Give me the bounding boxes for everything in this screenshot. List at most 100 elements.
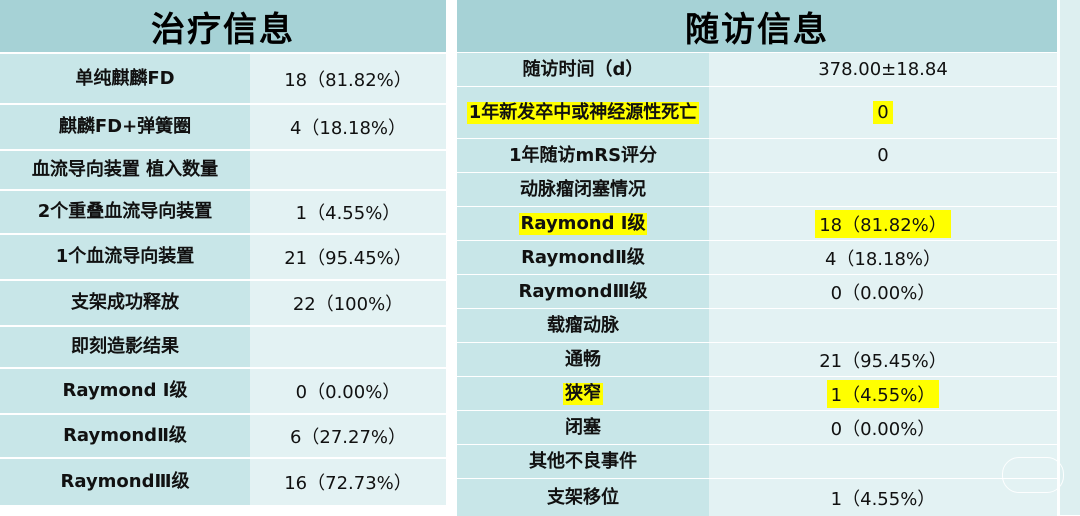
treatment-row-label: RaymondⅡ级 [0, 415, 250, 457]
treatment-row: 血流导向装置 植入数量 [0, 149, 446, 189]
followup-row: 随访时间（d） 378.00±18.84 [457, 52, 1080, 86]
followup-row: 闭塞 0（0.00%） [457, 410, 1080, 444]
followup-row-value-text: 378.00±18.84 [818, 59, 948, 80]
followup-row-value [709, 445, 1057, 478]
followup-row-label-text: RaymondⅡ级 [521, 246, 645, 268]
followup-row-label-text: Raymond Ⅰ级 [518, 212, 648, 235]
followup-row-value-text: 0 [877, 145, 889, 166]
followup-row-value: 0（0.00%） [709, 275, 1057, 308]
followup-row-label: 狭窄 [457, 377, 709, 410]
followup-row-value-text: 21（95.45%） [819, 350, 947, 372]
treatment-row: 单纯麒麟FD 18（81.82%） [0, 52, 446, 103]
followup-row-value: 0 [709, 139, 1057, 172]
treatment-row-label-text: Raymond Ⅰ级 [62, 380, 188, 401]
followup-row-label-text: 支架移位 [547, 486, 619, 508]
followup-row-label: RaymondⅢ级 [457, 275, 709, 308]
treatment-row-value-text: 1（4.55%） [295, 203, 401, 224]
followup-row-value: 1（4.55%） [709, 479, 1057, 516]
followup-row-label: 1年随访mRS评分 [457, 139, 709, 172]
treatment-row-label: 支架成功释放 [0, 281, 250, 325]
treatment-row-value: 4（18.18%） [250, 105, 446, 149]
followup-row-value-text: 1（4.55%） [826, 379, 940, 408]
treatment-row-label: 1个血流导向装置 [0, 235, 250, 279]
followup-row-value: 1（4.55%） [709, 377, 1057, 410]
treatment-row: 麒麟FD+弹簧圈 4（18.18%） [0, 103, 446, 149]
followup-row: 1年新发卒中或神经源性死亡 0 [457, 86, 1080, 138]
treatment-row-value: 0（0.00%） [250, 369, 446, 413]
followup-row-value-text: 18（81.82%） [815, 209, 951, 238]
followup-row-value: 4（18.18%） [709, 241, 1057, 274]
followup-row-value: 21（95.45%） [709, 343, 1057, 376]
followup-row-value-text: 1（4.55%） [830, 488, 936, 510]
followup-row-value-text: 0（0.00%） [830, 282, 936, 304]
followup-info-title: 随访信息 [457, 0, 1057, 52]
treatment-row-value-text: 16（72.73%） [284, 473, 412, 494]
followup-row-value [709, 309, 1057, 342]
treatment-row-value-text: 21（95.45%） [284, 248, 412, 269]
treatment-row-value-text: 18（81.82%） [284, 69, 412, 91]
followup-row-value [709, 173, 1057, 206]
followup-row: RaymondⅡ级 4（18.18%） [457, 240, 1080, 274]
treatment-info-table: 单纯麒麟FD 18（81.82%） 麒麟FD+弹簧圈 4（18.18%） 血流导向装置 … [0, 52, 446, 505]
followup-row-label: 通畅 [457, 343, 709, 376]
treatment-info-title: 治疗信息 [0, 0, 446, 52]
followup-row-label: RaymondⅡ级 [457, 241, 709, 274]
treatment-row-value: 1（4.55%） [250, 191, 446, 233]
followup-row: Raymond Ⅰ级 18（81.82%） [457, 206, 1080, 240]
followup-row-label-text: 狭窄 [563, 382, 603, 405]
followup-row-label: 其他不良事件 [457, 445, 709, 478]
treatment-row-label: 单纯麒麟FD [0, 54, 250, 103]
treatment-row-label-text: 1个血流导向装置 [55, 246, 195, 267]
treatment-row-label: 麒麟FD+弹簧圈 [0, 105, 250, 149]
followup-row-label: Raymond Ⅰ级 [457, 207, 709, 240]
followup-row-label-text: 载瘤动脉 [547, 314, 619, 336]
followup-info-table: 随访时间（d） 378.00±18.84 1年新发卒中或神经源性死亡 0 1年随访mRS… [457, 52, 1080, 516]
followup-row-label: 支架移位 [457, 479, 709, 516]
treatment-row-label: 即刻造影结果 [0, 327, 250, 367]
treatment-info-panel: 治疗信息 单纯麒麟FD 18（81.82%） 麒麟FD+弹簧圈 4（18.18%） 血流… [0, 0, 446, 515]
followup-row-label: 动脉瘤闭塞情况 [457, 173, 709, 206]
treatment-row-value-text: 6（27.27%） [289, 427, 407, 448]
followup-row-label-text: 随访时间（d） [522, 58, 644, 80]
followup-row-value-text: 4（18.18%） [824, 248, 942, 270]
treatment-row-label: 血流导向装置 植入数量 [0, 151, 250, 189]
treatment-row: 支架成功释放 22（100%） [0, 279, 446, 325]
followup-row: 载瘤动脉 [457, 308, 1080, 342]
treatment-row-label-text: 即刻造影结果 [71, 336, 179, 357]
followup-row-value: 0（0.00%） [709, 411, 1057, 444]
treatment-row: RaymondⅢ级 16（72.73%） [0, 457, 446, 505]
followup-row-label: 闭塞 [457, 411, 709, 444]
treatment-row-label: 2个重叠血流导向装置 [0, 191, 250, 233]
treatment-row-value-text: 22（100%） [292, 294, 404, 315]
treatment-row: 即刻造影结果 [0, 325, 446, 367]
treatment-row-label: RaymondⅢ级 [0, 459, 250, 505]
treatment-row-label-text: 支架成功释放 [71, 292, 179, 313]
treatment-row-value: 22（100%） [250, 281, 446, 325]
treatment-row: 1个血流导向装置 21（95.45%） [0, 233, 446, 279]
followup-row-label-text: 动脉瘤闭塞情况 [520, 178, 646, 200]
followup-row-label-text: 1年随访mRS评分 [508, 144, 658, 166]
followup-row: 支架移位 1（4.55%） [457, 478, 1080, 516]
treatment-row-value: 18（81.82%） [250, 54, 446, 103]
treatment-row-label-text: 麒麟FD+弹簧圈 [58, 116, 192, 137]
followup-row: 狭窄 1（4.55%） [457, 376, 1080, 410]
followup-row-value: 378.00±18.84 [709, 53, 1057, 86]
followup-row-label-text: 1年新发卒中或神经源性死亡 [466, 101, 700, 124]
watermark-logo [1002, 457, 1064, 493]
followup-row-value: 0 [709, 87, 1057, 138]
followup-row-label-text: RaymondⅢ级 [518, 280, 648, 302]
treatment-row: Raymond Ⅰ级 0（0.00%） [0, 367, 446, 413]
treatment-row-label-text: 2个重叠血流导向装置 [37, 201, 213, 222]
treatment-row-label: Raymond Ⅰ级 [0, 369, 250, 413]
followup-row: RaymondⅢ级 0（0.00%） [457, 274, 1080, 308]
followup-row: 1年随访mRS评分 0 [457, 138, 1080, 172]
treatment-row-value [250, 327, 446, 367]
treatment-row-value: 21（95.45%） [250, 235, 446, 279]
followup-info-panel: 随访信息 随访时间（d） 378.00±18.84 1年新发卒中或神经源性死亡 0 1年… [457, 0, 1080, 516]
followup-row-label: 载瘤动脉 [457, 309, 709, 342]
treatment-row: 2个重叠血流导向装置 1（4.55%） [0, 189, 446, 233]
followup-row-label-text: 其他不良事件 [529, 450, 637, 472]
followup-row: 其他不良事件 [457, 444, 1080, 478]
treatment-row-label-text: RaymondⅢ级 [60, 471, 190, 492]
treatment-row-label-text: 血流导向装置 植入数量 [31, 159, 219, 180]
